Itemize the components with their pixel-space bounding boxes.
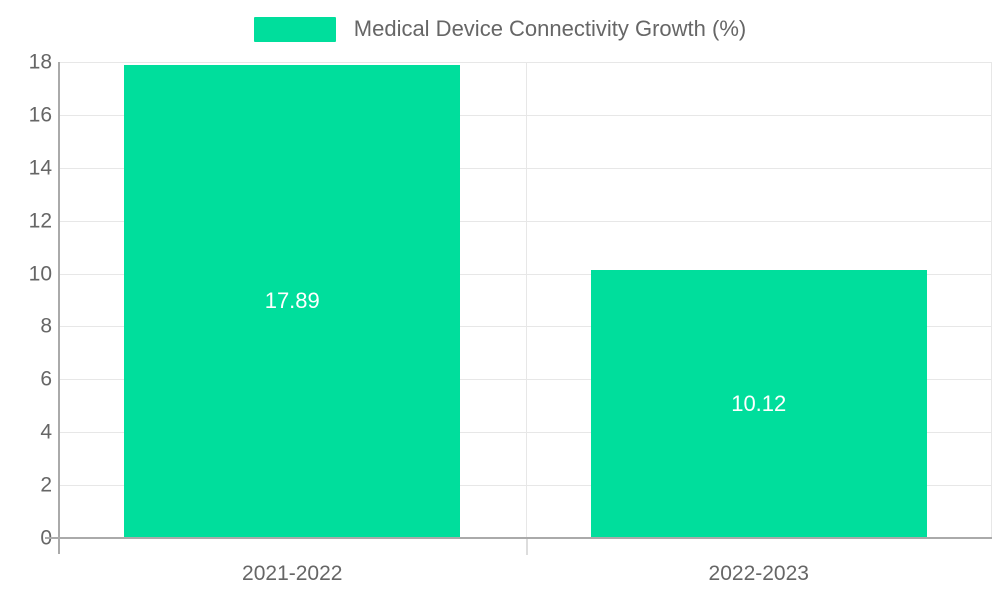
y-axis-tick-label: 16 xyxy=(28,103,52,127)
x-axis-tick-label: 2022-2023 xyxy=(708,562,809,585)
x-axis-tick-label: 2021-2022 xyxy=(242,562,343,585)
y-axis-tick-labels: 024681012141618 xyxy=(0,52,52,549)
legend-item-medical-device-connectivity-growth[interactable]: Medical Device Connectivity Growth (%) xyxy=(253,16,747,42)
y-axis-tick-label: 8 xyxy=(40,314,52,338)
y-axis-tick-label: 6 xyxy=(40,367,52,391)
y-axis-tick-label: 12 xyxy=(28,209,52,233)
x-axis-line xyxy=(45,537,992,539)
x-axis-tick-mark xyxy=(525,539,528,555)
bar-value-label: 10.12 xyxy=(731,391,787,417)
y-axis-tick-label: 14 xyxy=(28,156,52,180)
y-axis-tick-label: 4 xyxy=(40,420,52,444)
plot-area: 17.89 10.12 xyxy=(59,62,992,539)
y-axis-tick-label: 2 xyxy=(40,473,52,497)
y-axis-tick-label: 10 xyxy=(28,262,52,286)
gridline-vertical xyxy=(525,62,527,538)
bar-2022-2023[interactable]: 10.12 xyxy=(590,270,927,538)
chart-legend: Medical Device Connectivity Growth (%) xyxy=(0,12,1000,46)
y-axis-line xyxy=(58,62,60,554)
gridline-vertical xyxy=(991,62,992,538)
legend-color-swatch xyxy=(253,16,336,42)
bar-value-label: 17.89 xyxy=(264,288,320,314)
bar-2021-2022[interactable]: 17.89 xyxy=(124,64,461,538)
legend-item-label: Medical Device Connectivity Growth (%) xyxy=(353,16,747,41)
y-axis-tick-label: 18 xyxy=(28,50,52,74)
